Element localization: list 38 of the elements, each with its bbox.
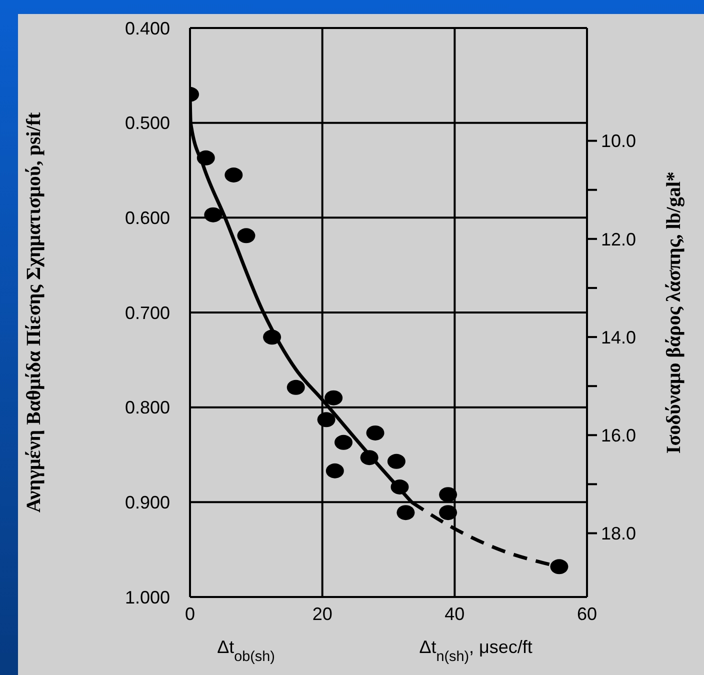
y2-tick-label: 14.0: [601, 327, 636, 348]
point: [196, 150, 215, 166]
x-axis-title: Δt$_{n(sh)}$, μsec/ft: [419, 637, 532, 665]
y2-axis-title: Ισοδύναμο βάρος λάσπης, lb/gal*: [663, 171, 685, 454]
y-tick-label: 0.900: [124, 492, 170, 513]
point: [224, 167, 243, 182]
text: Δt$_{ob(sh)}$: [217, 637, 275, 665]
y-tick-label: 0.800: [124, 398, 170, 418]
x-tick-label: 20: [312, 604, 332, 624]
point: [390, 479, 409, 494]
point: [550, 559, 568, 574]
point: [366, 425, 384, 440]
y-tick-label: 0.400: [124, 18, 170, 38]
point: [204, 207, 222, 222]
x-tick-label: 0: [184, 604, 196, 624]
point: [326, 463, 344, 478]
y-tick-label: 1.000: [124, 587, 170, 608]
point: [324, 390, 343, 406]
y2-tick-label: 16.0: [601, 426, 636, 446]
point: [439, 487, 458, 502]
point: [237, 228, 256, 244]
y-tick-label: 0.700: [124, 302, 170, 323]
point: [334, 434, 353, 450]
y2-tick-label: 12.0: [601, 229, 636, 250]
x-tick-label: 40: [444, 604, 465, 624]
point: [317, 412, 336, 428]
point: [387, 454, 406, 469]
point: [286, 380, 305, 395]
y2-tick-label: 18.0: [601, 524, 636, 544]
y-axis-title: Ανηγμένη Βαθμίδα Πίεσης Σχηματισμού, psi/ft: [23, 112, 45, 513]
y-tick-label: 0.500: [124, 113, 170, 134]
point: [439, 505, 458, 520]
y-tick-label: 0.600: [124, 208, 170, 228]
point: [360, 450, 378, 466]
x-tick-label: 60: [576, 604, 598, 624]
point: [396, 505, 415, 520]
point: [263, 330, 282, 345]
y2-tick-label: 10.0: [601, 131, 636, 152]
